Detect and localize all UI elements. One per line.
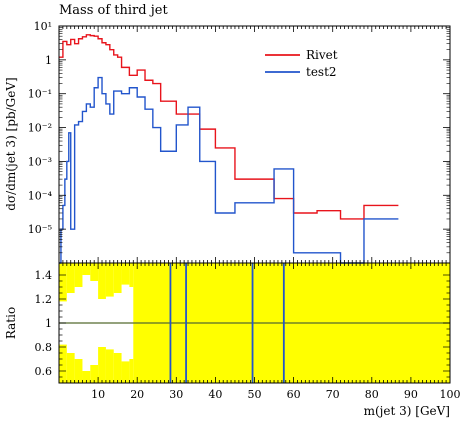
y-tick-label: 10⁻⁴ [28,189,53,202]
ratio-tick-label: 1.4 [35,269,53,282]
x-tick-label: 50 [248,388,262,401]
ratio-band-segment [74,263,83,287]
series-rivet [59,34,399,220]
ratio-band-segment [82,263,91,275]
ratio-band-segment [113,353,122,383]
series-test2 [59,76,399,264]
ratio-band-segment [98,263,106,299]
main-series [59,34,399,264]
ratio-band-segment [82,371,91,383]
x-axis-label: m(jet 3) [GeV] [364,404,450,418]
ratio-band-segment [90,365,99,383]
x-tick-label: 20 [130,388,144,401]
ratio-tick-label: 1.2 [35,293,53,306]
ratio-band-segment [129,359,134,383]
y-tick-label: 10⁻² [28,122,52,135]
y-tick-label: 10¹ [34,20,52,33]
ratio-tick-label: 0.6 [35,365,53,378]
ratio-band-segment [105,263,114,297]
x-tick-label: 100 [440,388,461,401]
chart-title: Mass of third jet [59,3,168,18]
x-tick-label: 40 [208,388,222,401]
ratio-band-segment [66,353,75,383]
ratio-band-segment [121,263,130,285]
ratio-axis-label: Ratio [4,307,18,339]
legend-label-test2: test2 [306,65,337,79]
main-frame [58,25,451,264]
legend: Rivet test2 [265,48,338,79]
ratio-band-segment [90,263,99,281]
x-tick-label: 80 [365,388,379,401]
ratio-band-segment [59,344,67,383]
x-tick-label: 70 [326,388,340,401]
x-tick-label: 30 [169,388,183,401]
ratio-band-segment [121,361,130,383]
y-tick-label: 10⁻⁵ [28,223,52,236]
y-axis-label: dσ/dm(jet 3) [pb/GeV] [4,77,18,210]
ratio-band-segment [66,263,75,293]
ratio-band-segment [59,263,67,302]
y-tick-label: 10⁻³ [28,155,52,168]
ratio-lines [59,263,450,383]
x-tick-label: 90 [404,388,418,401]
y-tick-label: 1 [45,54,52,67]
ratio-band-segment [105,349,114,383]
ratio-tick-label: 1 [45,317,52,330]
ratio-band-segment [98,347,106,383]
ratio-band-segment [129,263,134,287]
x-tick-label: 60 [287,388,301,401]
ratio-band-segment [113,263,122,293]
ratio-band-segment [74,359,83,383]
axis-ticks [59,25,450,383]
axis-labels: 10 20 30 40 50 60 70 80 90 100 10¹ 1 10⁻¹ 10⁻² 10⁻³ 10⁻… [4,20,461,418]
x-tick-label: 10 [91,388,105,401]
y-tick-label: 10⁻¹ [28,88,52,101]
ratio-tick-label: 0.8 [35,341,53,354]
legend-label-rivet: Rivet [306,48,338,62]
